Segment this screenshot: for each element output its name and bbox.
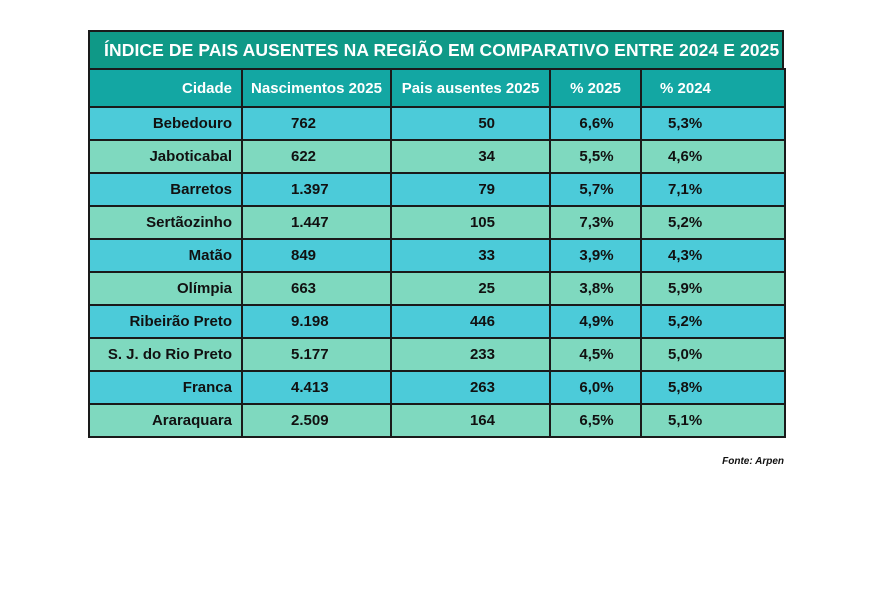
cell-pct-2024: 5,9% bbox=[640, 271, 786, 306]
cell-cidade: Ribeirão Preto bbox=[88, 304, 243, 339]
cell-pais-ausentes: 79 bbox=[390, 172, 551, 207]
cell-cidade: Olímpia bbox=[88, 271, 243, 306]
cell-pct-2024: 4,3% bbox=[640, 238, 786, 273]
table-title: ÍNDICE DE PAIS AUSENTES NA REGIÃO EM COM… bbox=[88, 30, 784, 68]
cell-pct-2025: 7,3% bbox=[549, 205, 642, 240]
header-pct-2024: % 2024 bbox=[640, 68, 786, 108]
cell-nascimentos: 2.509 bbox=[241, 403, 392, 438]
cell-nascimentos: 849 bbox=[241, 238, 392, 273]
cell-pais-ausentes: 34 bbox=[390, 139, 551, 174]
cell-nascimentos: 663 bbox=[241, 271, 392, 306]
cell-pct-2025: 6,5% bbox=[549, 403, 642, 438]
cell-cidade: Franca bbox=[88, 370, 243, 405]
cell-pct-2024: 5,2% bbox=[640, 304, 786, 339]
cell-pais-ausentes: 164 bbox=[390, 403, 551, 438]
table-row: Sertãozinho 1.447 105 7,3% 5,2% bbox=[88, 205, 786, 240]
cell-pais-ausentes: 105 bbox=[390, 205, 551, 240]
header-pais-ausentes: Pais ausentes 2025 bbox=[390, 68, 551, 108]
cell-pais-ausentes: 25 bbox=[390, 271, 551, 306]
header-nascimentos: Nascimentos 2025 bbox=[241, 68, 392, 108]
cell-pct-2025: 4,9% bbox=[549, 304, 642, 339]
cell-cidade: Jaboticabal bbox=[88, 139, 243, 174]
table-row: Matão 849 33 3,9% 4,3% bbox=[88, 238, 786, 273]
cell-nascimentos: 622 bbox=[241, 139, 392, 174]
table-row: Jaboticabal 622 34 5,5% 4,6% bbox=[88, 139, 786, 174]
header-cidade: Cidade bbox=[88, 68, 243, 108]
cell-pct-2025: 3,9% bbox=[549, 238, 642, 273]
cell-cidade: Bebedouro bbox=[88, 106, 243, 141]
table-row: Ribeirão Preto 9.198 446 4,9% 5,2% bbox=[88, 304, 786, 339]
cell-cidade: Barretos bbox=[88, 172, 243, 207]
cell-cidade: Araraquara bbox=[88, 403, 243, 438]
cell-pct-2025: 5,7% bbox=[549, 172, 642, 207]
cell-nascimentos: 1.397 bbox=[241, 172, 392, 207]
cell-pct-2024: 5,0% bbox=[640, 337, 786, 372]
table-row: S. J. do Rio Preto 5.177 233 4,5% 5,0% bbox=[88, 337, 786, 372]
cell-pct-2025: 4,5% bbox=[549, 337, 642, 372]
cell-nascimentos: 9.198 bbox=[241, 304, 392, 339]
table-row: Araraquara 2.509 164 6,5% 5,1% bbox=[88, 403, 786, 438]
cell-pct-2025: 6,6% bbox=[549, 106, 642, 141]
table-row: Bebedouro 762 50 6,6% 5,3% bbox=[88, 106, 786, 141]
data-table-container: ÍNDICE DE PAIS AUSENTES NA REGIÃO EM COM… bbox=[88, 30, 786, 438]
cell-cidade: S. J. do Rio Preto bbox=[88, 337, 243, 372]
cell-pct-2025: 6,0% bbox=[549, 370, 642, 405]
cell-pct-2024: 4,6% bbox=[640, 139, 786, 174]
table-row: Franca 4.413 263 6,0% 5,8% bbox=[88, 370, 786, 405]
cell-pct-2024: 5,8% bbox=[640, 370, 786, 405]
cell-pct-2024: 7,1% bbox=[640, 172, 786, 207]
header-pct-2025: % 2025 bbox=[549, 68, 642, 108]
cell-cidade: Matão bbox=[88, 238, 243, 273]
cell-pct-2025: 3,8% bbox=[549, 271, 642, 306]
table-row: Barretos 1.397 79 5,7% 7,1% bbox=[88, 172, 786, 207]
cell-pct-2025: 5,5% bbox=[549, 139, 642, 174]
cell-nascimentos: 5.177 bbox=[241, 337, 392, 372]
cell-pct-2024: 5,2% bbox=[640, 205, 786, 240]
cell-pct-2024: 5,1% bbox=[640, 403, 786, 438]
header-row: Cidade Nascimentos 2025 Pais ausentes 20… bbox=[88, 68, 786, 108]
source-note: Fonte: Arpen bbox=[722, 456, 784, 467]
cell-pais-ausentes: 263 bbox=[390, 370, 551, 405]
cell-cidade: Sertãozinho bbox=[88, 205, 243, 240]
cell-nascimentos: 762 bbox=[241, 106, 392, 141]
cell-pais-ausentes: 233 bbox=[390, 337, 551, 372]
data-table: Cidade Nascimentos 2025 Pais ausentes 20… bbox=[88, 68, 786, 438]
cell-pais-ausentes: 50 bbox=[390, 106, 551, 141]
cell-pais-ausentes: 33 bbox=[390, 238, 551, 273]
table-row: Olímpia 663 25 3,8% 5,9% bbox=[88, 271, 786, 306]
cell-pct-2024: 5,3% bbox=[640, 106, 786, 141]
cell-pais-ausentes: 446 bbox=[390, 304, 551, 339]
cell-nascimentos: 4.413 bbox=[241, 370, 392, 405]
cell-nascimentos: 1.447 bbox=[241, 205, 392, 240]
